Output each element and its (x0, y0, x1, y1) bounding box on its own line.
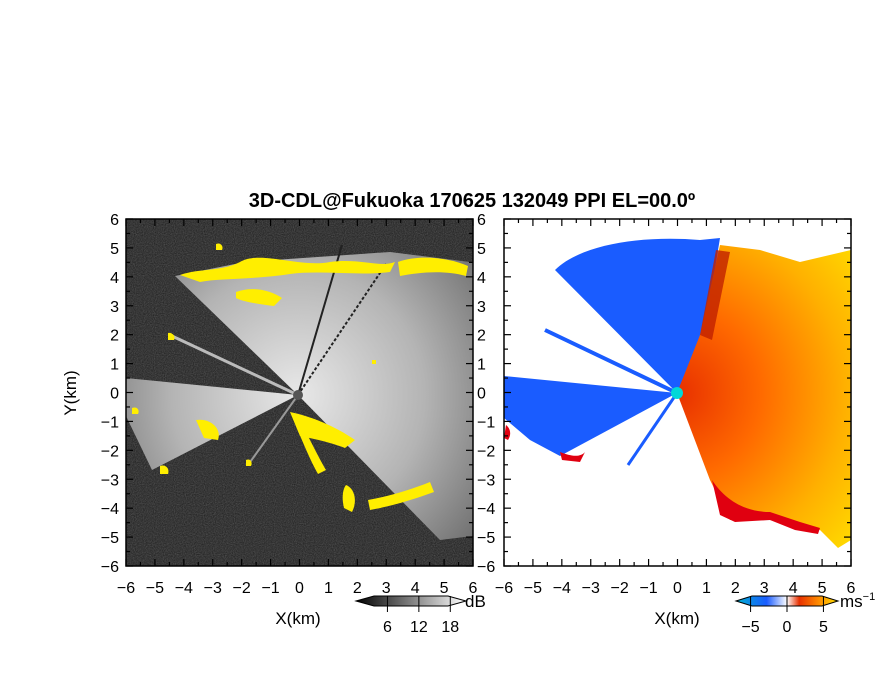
velocity-xtick-label: 2 (731, 580, 740, 597)
snr-right-ytick-label: −4 (477, 501, 495, 518)
velocity-colorbar-tick-label: 0 (783, 619, 792, 636)
snr-ytick-label: 4 (110, 270, 119, 287)
snr-ticks (125, 218, 474, 567)
snr-ytick-label: −2 (101, 443, 119, 460)
velocity-ticks (503, 218, 852, 567)
snr-ytick-label: 0 (110, 386, 119, 403)
snr-xtick-label: 4 (411, 580, 420, 597)
snr-xtick-label: −5 (146, 580, 164, 597)
velocity-colorbar-unit: ms−1 (840, 591, 875, 611)
snr-panel: −6 −5 −4 −3 −2 −1 0 1 2 3 4 5 6 6543210−1−2−3−4−5−6 … (61, 212, 486, 636)
snr-xlabel: X(km) (275, 609, 320, 628)
radar-site-marker (671, 387, 683, 399)
velocity-xtick-label: 6 (847, 580, 856, 597)
snr-ytick-label: 6 (110, 212, 119, 229)
snr-xtick-label: 6 (469, 580, 478, 597)
velocity-xtick-label: −3 (582, 580, 600, 597)
snr-beam-ray (247, 394, 299, 466)
velocity-panel: −6 −5 −4 −3 −2 −1 0 1 2 3 4 5 6 6543210−1−2−3−4−5−6 … (477, 212, 875, 636)
velocity-colorbar-tick-label: −5 (741, 619, 759, 636)
snr-ytick-labels: 6 5 4 3 2 1 0 −1 −2 −3 −4 −5 −6 (101, 212, 119, 576)
snr-xtick-label: −4 (175, 580, 193, 597)
snr-colorbar-ticks: 6 12 18 (383, 596, 459, 636)
velocity-beam-ray (544, 328, 678, 395)
snr-xtick-label: −2 (233, 580, 251, 597)
snr-right-ytick-label: 4 (477, 270, 486, 287)
snr-colorbar: 6 12 18 dB (354, 592, 486, 636)
snr-colorbar-bar (354, 595, 468, 607)
velocity-xtick-label: 0 (673, 580, 682, 597)
snr-right-ytick-label: 3 (477, 299, 486, 316)
snr-xtick-label: 1 (324, 580, 333, 597)
snr-right-ytick-label: 2 (477, 328, 486, 345)
velocity-approach-west (504, 376, 677, 456)
snr-colorbar-tick-label: 6 (383, 619, 392, 636)
velocity-xtick-label: −5 (524, 580, 542, 597)
velocity-colorbar-unit-base: ms (840, 592, 863, 611)
snr-xtick-labels: −6 −5 −4 −3 −2 −1 0 1 2 3 4 5 6 (117, 580, 478, 597)
snr-shadow-ray (297, 244, 343, 396)
velocity-xtick-label: 4 (789, 580, 798, 597)
snr-xtick-label: 5 (440, 580, 449, 597)
snr-right-ytick-label: −1 (477, 414, 495, 431)
snr-xtick-label: −1 (261, 580, 279, 597)
snr-highlight-echoes (132, 243, 468, 512)
snr-xtick-label: 0 (295, 580, 304, 597)
snr-xtick-label: −6 (117, 580, 135, 597)
snr-ytick-label: 1 (110, 357, 119, 374)
velocity-colorbar-ticks: −5 0 5 (741, 596, 828, 636)
snr-right-ytick-label: −2 (477, 443, 495, 460)
velocity-ytick-labels: 6 5 4 3 2 1 0 −1 −2 −3 −4 −5 −6 (477, 212, 495, 576)
snr-ytick-label: 2 (110, 328, 119, 345)
velocity-xtick-label: 3 (760, 580, 769, 597)
velocity-xtick-label: −1 (639, 580, 657, 597)
snr-right-ytick-label: 0 (477, 386, 486, 403)
snr-ytick-label: −1 (101, 414, 119, 431)
velocity-colorbar-tick-label: 5 (819, 619, 828, 636)
snr-ytick-label: −4 (101, 501, 119, 518)
snr-right-ytick-label: 6 (477, 212, 486, 229)
snr-beam-ray (171, 334, 299, 397)
velocity-xtick-label: −4 (553, 580, 571, 597)
snr-ytick-label: 5 (110, 241, 119, 258)
snr-colorbar-tick-label: 12 (410, 619, 428, 636)
snr-xtick-label: −3 (204, 580, 222, 597)
chart-title: 3D-CDL@Fukuoka 170625 132049 PPI EL=00.0… (249, 190, 695, 212)
snr-right-ytick-label: −3 (477, 472, 495, 489)
snr-xtick-label: 3 (382, 580, 391, 597)
velocity-xtick-label: 1 (702, 580, 711, 597)
snr-right-ytick-label: 1 (477, 357, 486, 374)
velocity-boundary-southwest (560, 452, 585, 462)
velocity-xtick-label: −2 (611, 580, 629, 597)
velocity-xtick-labels: −6 −5 −4 −3 −2 −1 0 1 2 3 4 5 6 (495, 580, 856, 597)
snr-ytick-label: −6 (101, 559, 119, 576)
velocity-approach-north (555, 238, 720, 393)
snr-ytick-label: −3 (101, 472, 119, 489)
snr-right-ytick-label: 5 (477, 241, 486, 258)
velocity-colorbar-unit-exponent: −1 (863, 591, 876, 603)
snr-right-ytick-label: −6 (477, 559, 495, 576)
snr-right-ytick-label: −5 (477, 530, 495, 547)
snr-ylabel: Y(km) (61, 370, 80, 415)
snr-colorbar-tick-label: 18 (441, 619, 459, 636)
snr-radar-site (293, 390, 303, 400)
snr-colorbar-unit: dB (465, 592, 486, 611)
velocity-beam-ray (626, 392, 679, 466)
velocity-xtick-label: 5 (818, 580, 827, 597)
velocity-xtick-label: −6 (495, 580, 513, 597)
snr-ytick-label: −5 (101, 530, 119, 547)
snr-shadow-ray (297, 263, 387, 396)
velocity-colorbar: −5 0 5 ms−1 (734, 591, 875, 636)
velocity-shear-zone (700, 250, 730, 340)
velocity-xlabel: X(km) (654, 609, 699, 628)
snr-sector-north-east (175, 252, 473, 540)
velocity-boundary-south (712, 480, 820, 534)
velocity-receding (677, 245, 851, 548)
snr-ytick-label: 3 (110, 299, 119, 316)
snr-xtick-label: 2 (353, 580, 362, 597)
